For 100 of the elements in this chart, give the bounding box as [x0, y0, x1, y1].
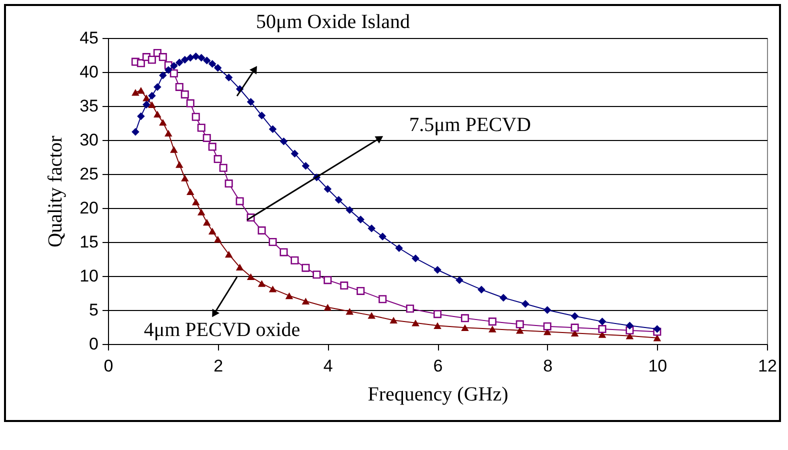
- point: [378, 295, 387, 304]
- point: [346, 308, 354, 315]
- point: [175, 82, 184, 91]
- point: [181, 174, 189, 182]
- point: [197, 124, 206, 132]
- point: [598, 318, 606, 326]
- point: [181, 56, 189, 64]
- x-tick-label: 10: [648, 356, 668, 376]
- point: [280, 248, 288, 256]
- point: [170, 69, 178, 78]
- point: [324, 276, 332, 284]
- point: [456, 276, 464, 284]
- point: [148, 92, 156, 100]
- point: [334, 196, 343, 204]
- point: [500, 294, 508, 302]
- point: [236, 264, 244, 271]
- point: [192, 52, 200, 60]
- point: [137, 112, 145, 120]
- point: [268, 238, 277, 246]
- point: [202, 134, 211, 142]
- y-tick-label: 35: [80, 96, 98, 116]
- point: [224, 74, 233, 82]
- point: [653, 325, 662, 333]
- y-tick-label: 25: [80, 164, 98, 184]
- y-tick-label: 15: [80, 232, 98, 252]
- point: [180, 90, 189, 98]
- point: [148, 56, 156, 64]
- point: [192, 198, 200, 206]
- point: [186, 99, 194, 108]
- point: [268, 286, 277, 292]
- point: [324, 304, 332, 311]
- point: [378, 232, 386, 240]
- x-tick-label: 2: [214, 356, 224, 376]
- point: [214, 236, 222, 243]
- point: [570, 324, 579, 332]
- x-tick-label: 8: [543, 356, 553, 376]
- point: [197, 208, 206, 216]
- point: [136, 59, 145, 68]
- y-tick-label: 5: [89, 300, 98, 320]
- point: [246, 98, 255, 106]
- point: [302, 264, 310, 272]
- point: [478, 286, 486, 294]
- point: [154, 110, 162, 118]
- point: [197, 54, 206, 62]
- point: [390, 316, 398, 324]
- point: [170, 62, 178, 70]
- point: [164, 130, 172, 137]
- point: [214, 155, 222, 164]
- annotation: 7.5μm PECVD: [409, 114, 531, 136]
- y-tick-label: 45: [80, 28, 98, 48]
- point: [302, 298, 310, 305]
- point: [154, 83, 162, 91]
- point: [280, 137, 288, 146]
- point: [202, 218, 211, 226]
- point: [159, 72, 167, 80]
- point: [356, 216, 364, 224]
- point: [406, 304, 414, 313]
- point: [208, 228, 216, 234]
- x-tick-label: 4: [323, 356, 333, 376]
- text: 50μm Oxide Island: [256, 11, 410, 33]
- point: [132, 89, 140, 96]
- y-tick-label: 30: [80, 130, 98, 150]
- point: [258, 226, 266, 234]
- point: [148, 101, 156, 108]
- point: [340, 282, 348, 290]
- point: [186, 54, 194, 62]
- point: [258, 112, 266, 120]
- y-tick-label: 40: [80, 62, 98, 82]
- point: [208, 142, 216, 151]
- point: [159, 118, 167, 126]
- point: [164, 66, 172, 74]
- point: [176, 161, 184, 168]
- point: [488, 318, 496, 326]
- point: [626, 322, 634, 330]
- y-tick-label: 0: [89, 334, 98, 354]
- point: [543, 306, 552, 314]
- point: [236, 197, 244, 206]
- point: [268, 125, 277, 133]
- point: [368, 312, 376, 319]
- point: [290, 150, 299, 158]
- y-tick-label: 10: [80, 266, 98, 286]
- point: [219, 164, 228, 172]
- x-tick-label: 6: [433, 356, 443, 376]
- point: [224, 180, 233, 188]
- point: [246, 273, 255, 280]
- point: [434, 266, 442, 274]
- point: [192, 112, 200, 121]
- annotation: 4μm PECVD oxide: [144, 319, 300, 341]
- point: [214, 64, 222, 72]
- point: [598, 325, 606, 334]
- y-tick-label: 20: [80, 198, 98, 218]
- point: [521, 300, 530, 308]
- x-tick-label: 0: [104, 356, 114, 376]
- point: [395, 244, 403, 252]
- point: [412, 254, 420, 262]
- point: [433, 310, 442, 318]
- x-axis-title: Frequency (GHz): [368, 384, 508, 406]
- x-tick-label: 12: [758, 356, 777, 376]
- point: [312, 270, 321, 279]
- point: [516, 320, 524, 328]
